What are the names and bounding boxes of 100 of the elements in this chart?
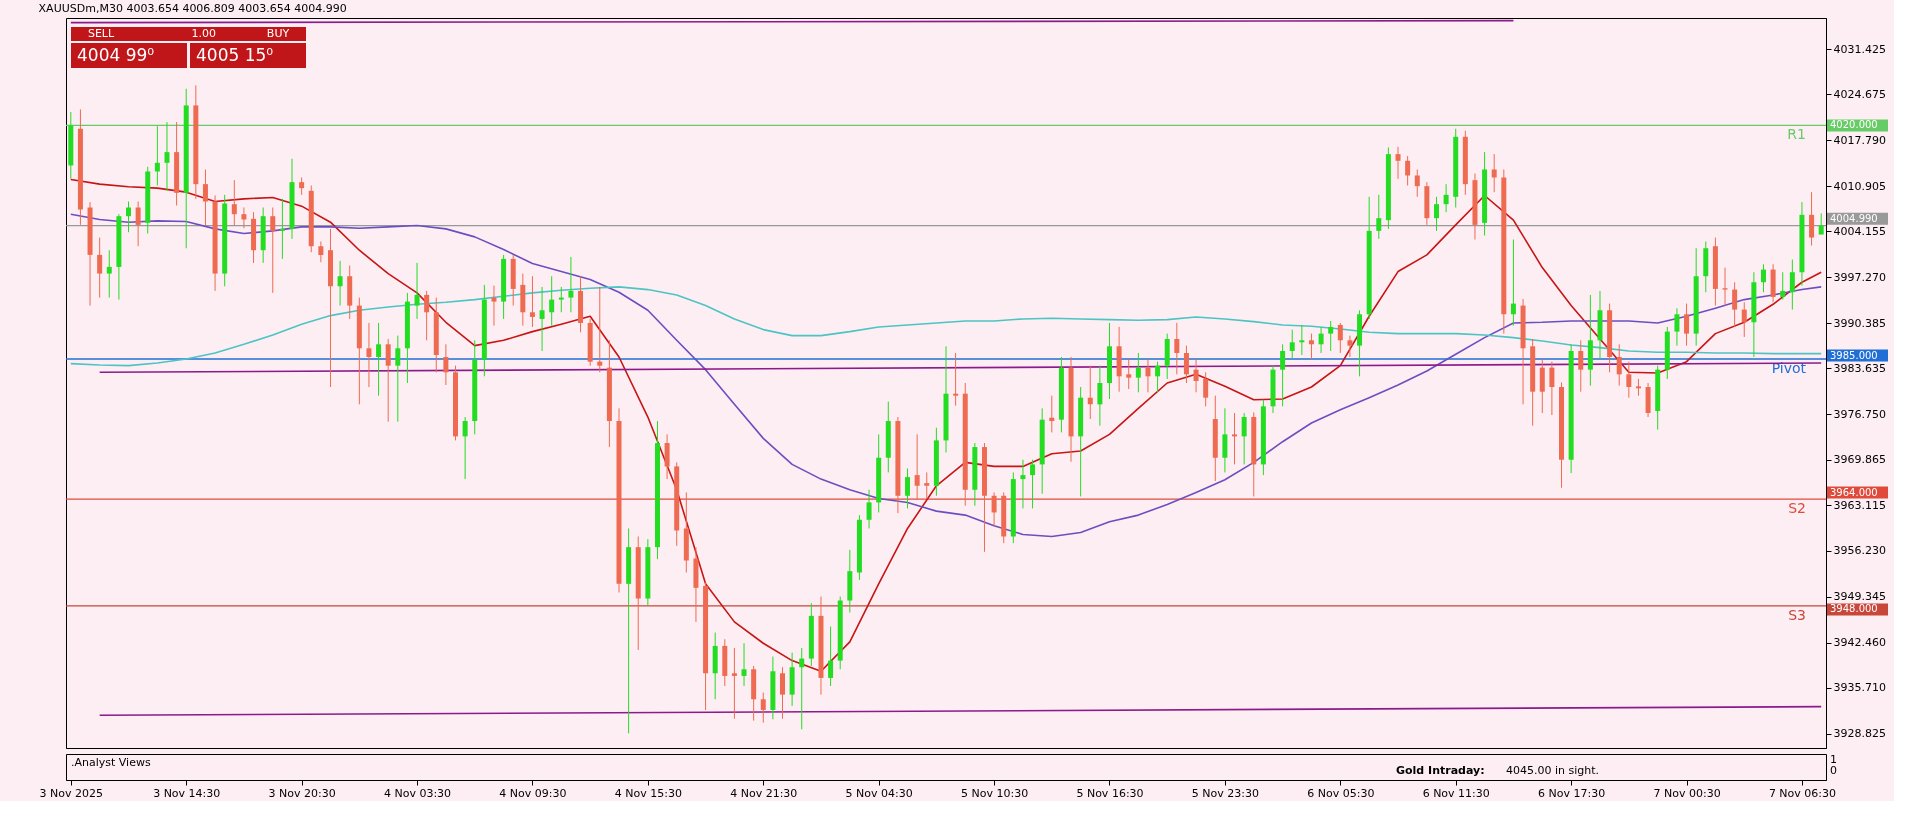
y-tick-label: 3969.865 [1833,453,1886,467]
candlestick [1174,322,1180,375]
chart-title: XAUUSDm,M30 4003.654 4006.809 4003.654 4004.990 [38,1,347,15]
text: 4004.990 [1830,212,1878,224]
candlestick [1308,333,1314,360]
candlestick [1510,239,1516,327]
candlestick [731,647,737,720]
y-tick-label: 4010.905 [1833,179,1886,193]
candlestick [1789,259,1795,311]
candlestick [1328,320,1334,352]
y-tick-label: 3928.825 [1833,727,1886,741]
x-tick-label: 5 Nov 10:30 [961,786,1029,800]
candlestick [664,433,670,480]
x-tick-label: 6 Nov 11:30 [1422,786,1490,800]
y-tick-label: 4017.790 [1833,133,1886,147]
candlestick [376,322,382,397]
candlestick [279,198,285,260]
y-tick-label: 3949.345 [1833,590,1886,604]
candlestick [1087,365,1093,420]
x-tick-label: 6 Nov 05:30 [1307,786,1375,800]
candlestick [491,285,497,327]
candlestick [1818,212,1824,235]
candlestick [1289,329,1295,360]
candlestick [1549,361,1555,416]
y-tick-label: 3990.385 [1833,316,1886,330]
candlestick [1809,191,1815,247]
annotation: SELL [87,27,115,40]
candlestick [914,433,920,500]
y-tick-label: 3935.710 [1833,681,1886,695]
candlestick [568,256,574,313]
x-tick-label: 3 Nov 14:30 [153,786,221,800]
candlestick [866,489,872,529]
candlestick [135,201,141,247]
candlestick [558,286,564,313]
candlestick [1030,459,1036,509]
text: 4020.000 [1830,119,1878,131]
candlestick [366,322,372,388]
candlestick [1337,322,1343,354]
y-tick-label: 4004.155 [1833,224,1886,238]
text: 3948.000 [1830,603,1878,615]
text: 4045.00 in sight. [1506,764,1600,777]
candlestick [1203,371,1209,407]
x-tick-label: 6 Nov 17:30 [1538,786,1606,800]
candlestick [1674,307,1680,347]
candlestick [1443,183,1449,213]
y-tick-label: 3942.460 [1833,636,1886,650]
candlestick [126,201,132,233]
annotation: 4005 15⁰ [196,45,274,65]
candlestick [1241,412,1247,465]
text: 1 [1830,753,1837,766]
x-tick-label: 5 Nov 23:30 [1191,786,1259,800]
candlestick [164,121,170,192]
candlestick [597,286,603,373]
candlestick [1780,271,1786,301]
x-tick-label: 3 Nov 2025 [39,786,104,800]
candlestick [1155,361,1161,393]
candlestick [241,207,247,229]
annotation: 1.00 [191,27,216,40]
ref-line-label: S2 [1788,500,1806,517]
candlestick [1299,324,1305,356]
candlestick [1232,412,1238,465]
x-tick-label: 5 Nov 16:30 [1076,786,1144,800]
candlestick [924,471,930,500]
candlestick [529,275,535,328]
ref-line-label: R1 [1787,126,1806,143]
candlestick [462,416,468,480]
candlestick [97,237,103,299]
candlestick [1126,358,1132,390]
y-tick-label: 4031.425 [1833,42,1886,56]
line-series [70,178,1822,673]
candlestick [1491,153,1497,193]
annotation: BUY [266,27,290,40]
candlestick [1433,196,1439,232]
x-tick-label: 4 Nov 09:30 [499,786,567,800]
y-tick-label: 3963.115 [1833,498,1886,512]
candlestick [1684,303,1690,347]
candlestick [1732,281,1738,328]
text: .Analyst Views [71,756,151,769]
candlestick [780,666,785,720]
candlestick [1395,146,1401,180]
candlestick [443,343,449,386]
candlestick [154,125,160,186]
text: 3964.000 [1830,486,1878,498]
candlestick [1578,339,1584,393]
x-tick-label: 4 Nov 15:30 [614,786,682,800]
candlestick [1318,326,1324,354]
candlestick [424,290,430,341]
candlestick [741,642,747,687]
candlestick [905,467,911,509]
y-tick-label: 3956.230 [1833,544,1886,558]
candlestick [385,338,391,423]
candlestick [1193,358,1199,393]
candlestick [549,275,555,327]
candlestick [1376,194,1382,240]
candlestick [1414,168,1420,198]
candlestick [337,260,343,307]
candlestick [953,352,959,407]
text: Gold Intraday: [1396,764,1485,777]
candlestick [828,626,834,687]
candlestick [202,168,208,227]
